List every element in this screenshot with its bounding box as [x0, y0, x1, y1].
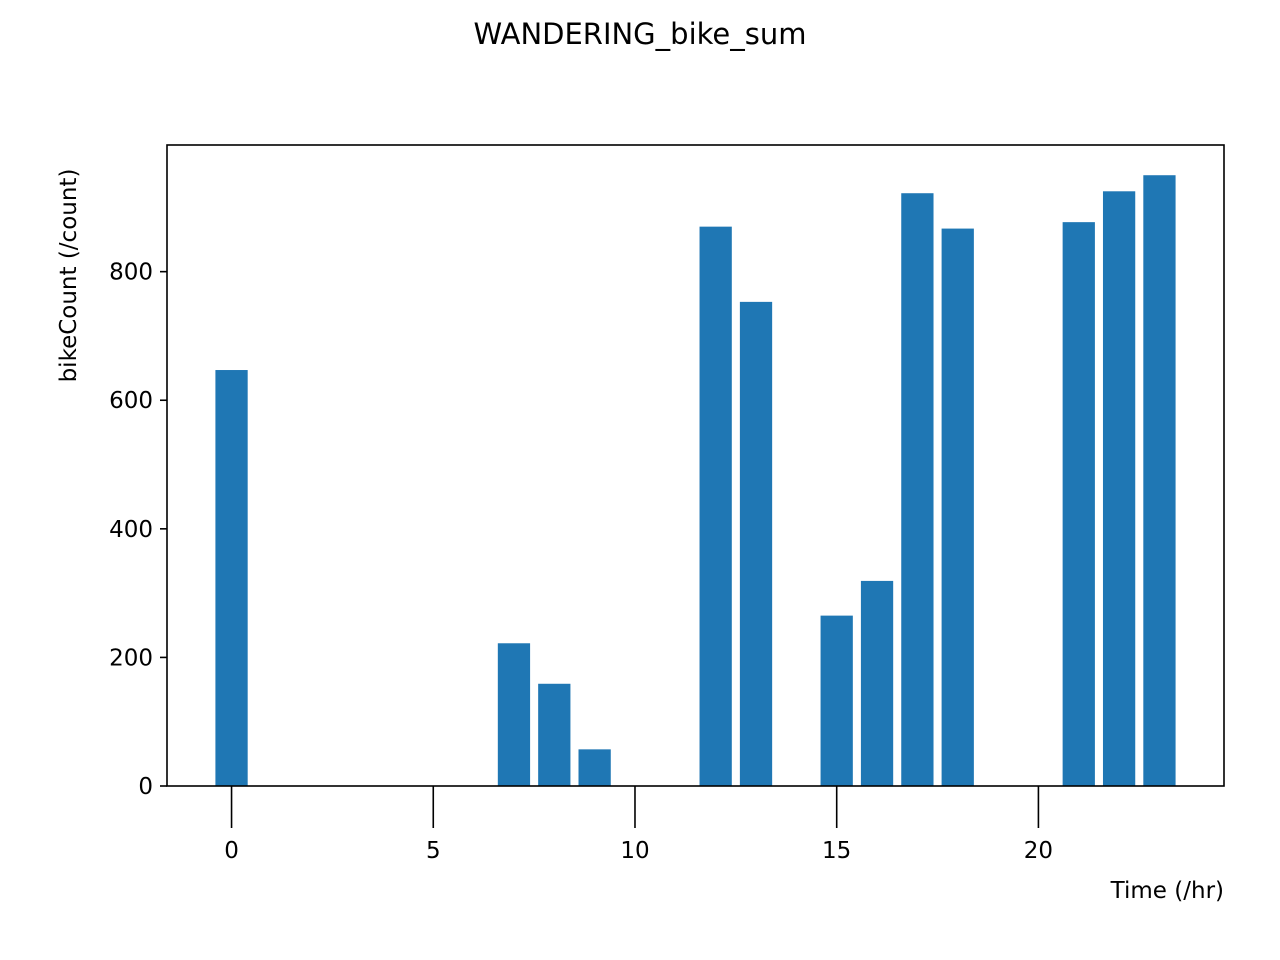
y-tick-label: 200	[109, 645, 153, 671]
plot-frame	[166, 144, 1225, 787]
bar-hour-13	[739, 301, 773, 786]
bar-hour-21	[1062, 222, 1095, 786]
bar-hour-22	[1102, 191, 1136, 787]
y-axis-ticks: 0 200 400 600 800	[109, 260, 167, 800]
y-tick-label: 400	[109, 517, 153, 543]
bar-hour-16	[860, 580, 894, 786]
chart-title: WANDERING_bike_sum	[474, 17, 807, 51]
y-tick-label: 600	[109, 388, 153, 414]
x-tick-label: 10	[620, 838, 649, 864]
bar-hour-23	[1143, 175, 1176, 787]
x-tick-label: 15	[822, 838, 851, 864]
bar-hour-8	[538, 683, 571, 786]
bar-hour-12	[699, 226, 732, 786]
y-tick-label: 0	[138, 774, 153, 800]
bar-hour-17	[901, 193, 934, 787]
bars-group	[215, 175, 1176, 787]
y-tick-label: 800	[109, 260, 153, 286]
x-tick-label: 5	[426, 838, 441, 864]
bar-hour-0	[215, 370, 248, 786]
x-axis-ticks: 0 5 10 15 20	[224, 786, 1053, 864]
y-axis-label: bikeCount (/count)	[56, 169, 82, 383]
x-axis-label: Time (/hr)	[1110, 878, 1224, 904]
bar-hour-15	[820, 615, 853, 786]
x-tick-label: 0	[224, 838, 239, 864]
bar-hour-18	[941, 228, 974, 786]
x-tick-label: 20	[1024, 838, 1053, 864]
bar-hour-7	[497, 643, 531, 786]
bar-hour-9	[578, 749, 611, 786]
